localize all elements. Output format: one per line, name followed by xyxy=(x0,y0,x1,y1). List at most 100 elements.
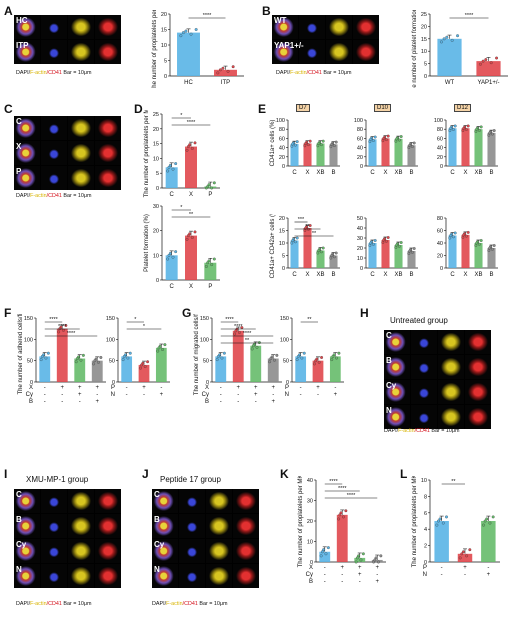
data-point xyxy=(399,241,403,244)
row-label: Cy xyxy=(386,381,397,390)
y-tick-label: 10 xyxy=(161,43,167,49)
y-tick-label: 25 xyxy=(153,112,159,118)
data-point xyxy=(97,360,100,364)
caption-bar: Bar = 10μm xyxy=(61,70,92,76)
factor-mark: - xyxy=(44,385,46,391)
micrograph-cell xyxy=(179,539,205,563)
bar xyxy=(437,38,462,76)
y-tick-label: 0 xyxy=(30,380,33,386)
data-point xyxy=(324,552,328,556)
data-point xyxy=(337,517,341,521)
data-point xyxy=(465,554,469,558)
data-point xyxy=(361,552,365,556)
data-point xyxy=(179,34,183,38)
data-point xyxy=(79,358,83,362)
bar xyxy=(481,521,496,562)
data-point xyxy=(273,358,276,362)
category-label: X xyxy=(463,170,467,176)
data-point xyxy=(122,354,126,358)
factor-mark: - xyxy=(300,392,302,398)
micrograph-cell xyxy=(41,141,67,165)
data-point xyxy=(368,244,372,247)
y-tick-label: 30 xyxy=(357,236,363,242)
y-tick-label: 5 xyxy=(282,254,285,260)
factor-mark: + xyxy=(375,565,379,571)
data-point xyxy=(384,239,388,243)
data-point xyxy=(445,515,448,519)
y-tick-label: 150 xyxy=(106,316,115,322)
bar xyxy=(448,235,457,268)
caption-cd41: /CD41 xyxy=(46,193,62,199)
factor-mark: - xyxy=(317,392,319,398)
significance-label: **** xyxy=(225,317,234,323)
caption-factin: F-actin xyxy=(398,428,415,434)
data-point xyxy=(384,138,388,141)
factor-label: Cy xyxy=(306,572,313,578)
factor-mark: - xyxy=(220,399,222,405)
factor-mark: + xyxy=(236,385,240,391)
data-point xyxy=(461,235,465,239)
timepoint-header: D7 xyxy=(296,104,310,112)
factor-mark: + xyxy=(254,392,258,398)
significance-label: * xyxy=(143,324,146,330)
data-point xyxy=(222,351,226,355)
y-tick-label: 40 xyxy=(279,146,285,152)
category-label: B xyxy=(409,170,413,176)
y-tick-label: 25 xyxy=(421,12,427,18)
bar xyxy=(316,250,325,268)
micrograph-cell xyxy=(438,330,464,354)
bar xyxy=(394,138,403,166)
factor-mark: + xyxy=(358,565,362,571)
chart-g1: 0 50 100 150 The number of migrated cells/fi… xyxy=(192,305,284,411)
category-label: ITP xyxy=(221,80,230,86)
data-point xyxy=(184,29,188,33)
data-point xyxy=(216,71,220,75)
data-point xyxy=(40,354,44,358)
data-point xyxy=(295,140,299,144)
factor-mark: - xyxy=(272,392,274,398)
y-tick-label: 20 xyxy=(357,155,363,161)
data-point xyxy=(221,66,225,70)
data-point xyxy=(215,358,219,362)
category-label: X xyxy=(189,192,193,198)
micrograph-cell xyxy=(14,141,40,165)
panel-label-h: H xyxy=(360,306,369,320)
factor-mark: - xyxy=(441,572,443,578)
micrograph-cell xyxy=(95,15,121,39)
factor-mark: + xyxy=(142,385,146,391)
y-tick-label: 6 xyxy=(424,511,427,517)
bar xyxy=(487,132,496,166)
category-label: X xyxy=(305,272,309,278)
panel-label-g: G xyxy=(182,306,192,320)
factor-label: X xyxy=(29,385,33,391)
micrograph-cell xyxy=(14,116,40,140)
caption-bar: Bar = 10μm xyxy=(321,70,352,76)
bar xyxy=(204,186,217,188)
data-point xyxy=(441,521,445,525)
micrograph-cell xyxy=(68,514,94,538)
category-label: P xyxy=(208,192,212,198)
category-label: C xyxy=(450,272,455,278)
category-label: XB xyxy=(394,272,402,278)
row-label: C xyxy=(16,117,22,126)
category-label: XB xyxy=(474,272,482,278)
y-tick-label: 8 xyxy=(424,494,427,500)
factor-mark: + xyxy=(160,392,164,398)
y-tick-label: 30 xyxy=(307,499,313,505)
data-point xyxy=(337,351,341,355)
chart-d1: 0 5 10 15 20 25 The number of proplatelets per… xyxy=(142,105,222,205)
micrograph-cell xyxy=(179,564,205,588)
timepoint-header: D12 xyxy=(454,104,472,112)
row-label: N xyxy=(154,565,160,574)
data-point xyxy=(492,244,496,247)
data-point xyxy=(466,230,470,234)
category-label: C xyxy=(292,170,297,176)
data-point xyxy=(220,356,224,360)
data-point xyxy=(334,251,338,255)
bar xyxy=(329,255,338,268)
micrograph-cell xyxy=(14,539,40,563)
data-point xyxy=(167,253,171,257)
data-point xyxy=(190,146,194,150)
chart-e2: 0 20 40 60 80 100 C X XB B xyxy=(346,116,420,183)
